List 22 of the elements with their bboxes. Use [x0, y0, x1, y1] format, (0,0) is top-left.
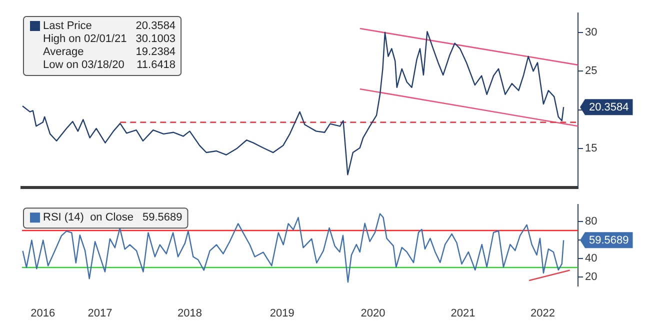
y-tick-label: 20 [585, 270, 598, 283]
x-tick-label: 2018 [177, 308, 202, 320]
text: Average 19.2384 [43, 46, 176, 58]
x-tick-label: 2022 [530, 308, 555, 320]
legend-label: RSI (14) on Close [43, 212, 134, 224]
text: 20.3584 [589, 102, 629, 114]
annotation: 20.3584 [136, 20, 176, 32]
legend-label: Last Price [43, 20, 92, 32]
y-tick-label: 30 [585, 26, 598, 38]
annotation: 59.5689 [142, 212, 182, 224]
y-tick-label: 25 [585, 65, 598, 78]
y-tick-label: 15 [585, 142, 598, 155]
annotation: High on 02/01/21 30.1003 [43, 33, 176, 46]
y-tick-label: 40 [585, 252, 598, 264]
x-tick-label: 2019 [270, 308, 294, 320]
y-tick-label: 80 [585, 215, 598, 228]
x-tick-label: 2017 [88, 308, 112, 320]
x-tick-label: 2020 [360, 308, 386, 320]
annotation: Low on 03/18/20 11.6418 [43, 59, 176, 72]
x-tick-label: 2021 [450, 308, 476, 320]
text: 59.5689 [589, 234, 629, 247]
x-tick-label: 2016 [30, 308, 56, 320]
